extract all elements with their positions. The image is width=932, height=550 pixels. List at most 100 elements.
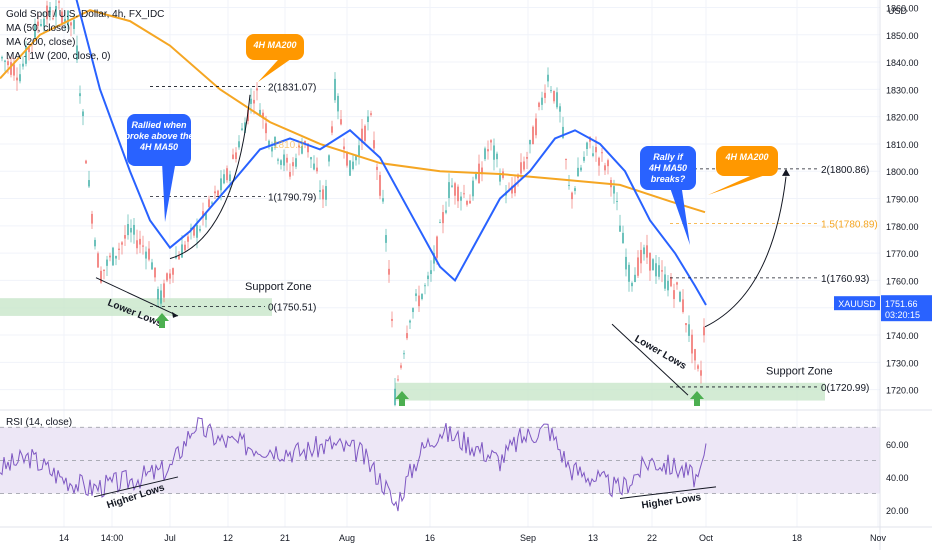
candle-body (661, 270, 663, 272)
candle-body (595, 146, 597, 153)
candle-body (583, 156, 585, 161)
rsi-panel (0, 417, 880, 512)
callout-top-text: 4H MA200 (252, 40, 296, 50)
symbol-tag (834, 296, 880, 311)
fib-left-label: 2(1831.07) (268, 82, 316, 93)
candle-body (73, 19, 75, 29)
candle-body (562, 126, 564, 138)
candle-body (43, 18, 45, 27)
candle-body (334, 78, 336, 101)
candle-body (571, 192, 573, 200)
candle-body (637, 257, 639, 276)
candle-body (40, 23, 42, 26)
candle-body (469, 200, 471, 204)
candle-body (490, 140, 492, 143)
candle-body (442, 212, 444, 224)
time-axis[interactable]: 14 14:00 Jul 12 21 Aug 16 Sep 13 22 Oct 18 Nov (59, 533, 887, 543)
candle-body (88, 180, 90, 187)
candle-body (454, 183, 456, 196)
candle-body (700, 370, 702, 376)
candle-body (673, 290, 675, 300)
candle-body (85, 160, 87, 164)
candle-body (457, 186, 459, 202)
candle-body (289, 172, 291, 177)
symbol-title[interactable]: Gold Spot / U.S. Dollar, 4h, FX_IDC (6, 9, 165, 20)
candle-body (664, 274, 666, 289)
candle-body (295, 158, 297, 167)
indicator-ma50[interactable]: MA (50, close) (6, 23, 70, 34)
candle-body (406, 333, 408, 339)
candle-body (448, 182, 450, 198)
callout-right-blue-text: Rally if (653, 152, 684, 162)
candle-body (283, 154, 285, 166)
candle-body (34, 23, 36, 38)
candle-body (190, 227, 192, 230)
candle-body (55, 6, 57, 17)
candle-body (616, 200, 618, 202)
fib-right-label: 2(1800.86) (821, 165, 869, 176)
candle-body (346, 151, 348, 166)
symbol-tag-text: XAUUSD (838, 299, 876, 309)
x-tick-label: 13 (588, 533, 598, 543)
candle-body (697, 365, 699, 369)
candle-body (166, 273, 168, 281)
y-tick-label: 1820.00 (886, 113, 919, 123)
rsi-indicator-label[interactable]: RSI (14, close) (6, 417, 73, 428)
candle-body (586, 142, 588, 150)
candle-body (211, 202, 213, 204)
candle-body (46, 5, 48, 20)
y-tick-label: 1840.00 (886, 58, 919, 68)
price-tag-value: 1751.66 (885, 299, 918, 309)
candle-body (445, 210, 447, 213)
x-tick-label: 21 (280, 533, 290, 543)
candle-body (640, 249, 642, 264)
candle-body (322, 189, 324, 200)
y-tick-label: 1850.00 (886, 31, 919, 41)
fib-right-label: 0(1720.99) (821, 383, 869, 394)
candle-body (100, 270, 102, 283)
candle-body (199, 229, 201, 231)
candle-body (208, 199, 210, 208)
candle-body (463, 193, 465, 195)
candle-body (127, 224, 129, 236)
candle-body (628, 264, 630, 282)
candle-body (424, 285, 426, 287)
candle-body (325, 186, 327, 200)
support-zone-left (0, 298, 272, 316)
candle-body (277, 159, 279, 161)
candle-body (37, 21, 39, 26)
candle-body (541, 97, 543, 105)
candle-body (544, 92, 546, 98)
candle-body (268, 140, 270, 146)
candle-body (151, 262, 153, 270)
candle-body (67, 10, 69, 26)
candle-body (391, 318, 393, 321)
candle-body (679, 291, 681, 302)
candle-body (634, 274, 636, 282)
candle-body (124, 235, 126, 239)
candle-body (658, 265, 660, 277)
candle-body (646, 245, 648, 258)
candle-body (214, 191, 216, 194)
indicator-ma-weekly[interactable]: MA · 1W (200, close, 0) (6, 51, 111, 62)
candle-body (550, 90, 552, 92)
candle-body (316, 167, 318, 172)
callout-left-text: Rallied when (131, 120, 187, 130)
indicator-ma200[interactable]: MA (200, close) (6, 37, 76, 48)
candle-body (631, 282, 633, 287)
candle-body (421, 293, 423, 300)
candle-body (238, 141, 240, 148)
candle-body (355, 155, 357, 161)
candle-body (691, 334, 693, 354)
candle-body (148, 248, 150, 260)
y-tick-label: 1860.00 (886, 3, 919, 13)
x-tick-label: Sep (520, 533, 536, 543)
candle-body (373, 140, 375, 149)
candle-body (415, 293, 417, 296)
y-tick-label: 1720.00 (886, 386, 919, 396)
candle-body (169, 273, 171, 279)
candle-body (655, 263, 657, 277)
candle-body (61, 11, 63, 24)
